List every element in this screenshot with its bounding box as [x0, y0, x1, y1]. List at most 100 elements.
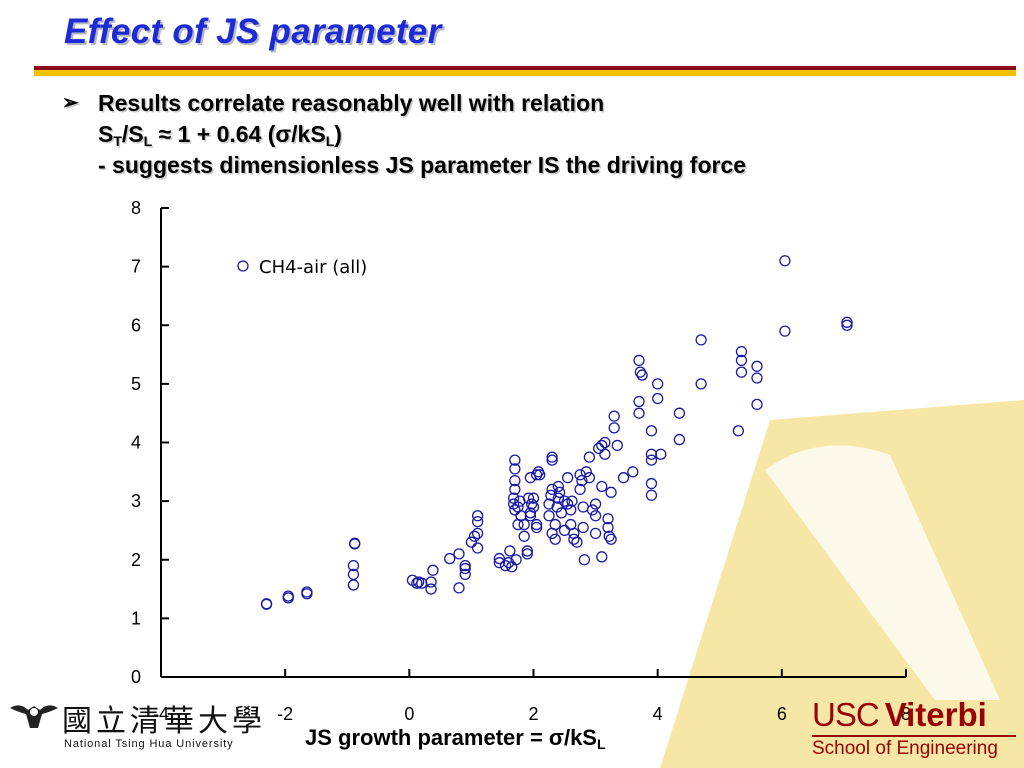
data-point	[301, 586, 313, 598]
data-point	[779, 255, 791, 267]
x-axis-label: JS growth parameter = σ/kSL	[305, 725, 606, 752]
logo-divider	[812, 735, 1016, 737]
data-point	[589, 510, 602, 522]
data-point	[522, 492, 535, 504]
data-point	[608, 422, 620, 434]
data-point	[627, 466, 639, 478]
data-point	[347, 579, 360, 591]
data-point	[534, 469, 546, 481]
data-point	[580, 466, 592, 478]
data-point	[583, 472, 596, 484]
data-point	[546, 451, 558, 463]
data-point	[634, 366, 646, 378]
data-point	[459, 568, 471, 581]
data-point	[602, 521, 614, 534]
data-point	[453, 548, 465, 560]
data-point	[599, 436, 611, 449]
x-tick-label: 0	[404, 704, 414, 724]
data-point	[549, 533, 561, 545]
data-point	[521, 545, 533, 557]
data-point	[499, 559, 512, 572]
data-point	[525, 498, 538, 510]
data-point	[561, 472, 574, 484]
data-point	[576, 474, 588, 487]
y-tick-label: 1	[131, 608, 141, 628]
data-point	[543, 498, 555, 510]
viterbi-wordmark: Viterbi	[884, 696, 987, 733]
data-point	[453, 582, 465, 594]
data-point	[596, 480, 608, 493]
data-point	[655, 448, 667, 460]
data-point	[509, 454, 521, 466]
data-point	[577, 501, 589, 513]
bullet-arrow-icon: ➢	[62, 92, 79, 114]
x-tick-label: -2	[277, 704, 293, 724]
data-point	[565, 504, 577, 516]
usc-wordmark: USC	[812, 696, 880, 733]
data-point	[605, 486, 617, 498]
data-point	[504, 545, 516, 557]
x-tick-label: 6	[777, 704, 787, 724]
nthu-chinese-name: 國立清華大學	[62, 704, 266, 739]
data-point	[518, 518, 530, 531]
y-tick-label: 4	[131, 433, 141, 453]
y-tick-label: 2	[131, 550, 141, 570]
data-point	[673, 433, 686, 446]
data-point	[673, 407, 686, 419]
bullet-line-1: Results correlate reasonably well with r…	[98, 90, 605, 116]
data-point	[282, 590, 294, 602]
data-point	[509, 483, 521, 496]
data-point	[617, 472, 630, 484]
data-point	[552, 480, 564, 493]
data-point	[471, 515, 484, 528]
chart-points	[260, 255, 853, 610]
y-tick-label: 0	[131, 667, 141, 687]
school-name: School of Engineering	[812, 738, 998, 759]
data-point	[583, 451, 596, 463]
data-point	[735, 366, 748, 378]
data-point	[543, 510, 555, 522]
data-point	[527, 501, 540, 513]
data-point	[841, 319, 853, 331]
data-point	[465, 536, 478, 548]
data-point	[509, 474, 521, 487]
data-point	[459, 562, 471, 575]
data-point	[566, 495, 578, 507]
data-point	[493, 557, 506, 569]
data-point	[553, 486, 566, 498]
data-point	[586, 504, 599, 516]
data-point	[568, 533, 580, 545]
data-point	[751, 372, 763, 384]
bullet-line-2: ST/SL ≈ 1 + 0.64 (σ/kSL)	[98, 121, 342, 149]
legend-marker	[237, 260, 249, 272]
y-tick-label: 7	[131, 257, 141, 277]
data-point	[695, 378, 707, 390]
data-point	[521, 548, 533, 560]
data-point	[574, 469, 586, 481]
x-tick-label: 2	[528, 704, 538, 724]
data-point	[602, 513, 614, 525]
data-point	[471, 527, 484, 540]
data-point	[558, 495, 571, 507]
data-point	[599, 448, 611, 460]
x-tick-label: 8	[901, 704, 911, 724]
data-point	[779, 325, 791, 337]
data-point	[558, 524, 571, 537]
data-point	[589, 498, 602, 510]
data-point	[507, 492, 520, 504]
x-tick-label: 4	[653, 704, 663, 724]
y-tick-label: 3	[131, 491, 141, 511]
data-point	[605, 533, 617, 545]
data-point	[633, 395, 645, 408]
data-point	[524, 507, 537, 519]
data-point	[735, 345, 748, 358]
data-point	[427, 564, 439, 576]
data-point	[589, 527, 602, 540]
data-point	[596, 551, 608, 563]
data-point	[509, 463, 521, 475]
data-point	[546, 454, 558, 466]
data-point	[608, 410, 620, 422]
data-point	[425, 583, 437, 595]
y-tick-label: 8	[131, 198, 141, 218]
